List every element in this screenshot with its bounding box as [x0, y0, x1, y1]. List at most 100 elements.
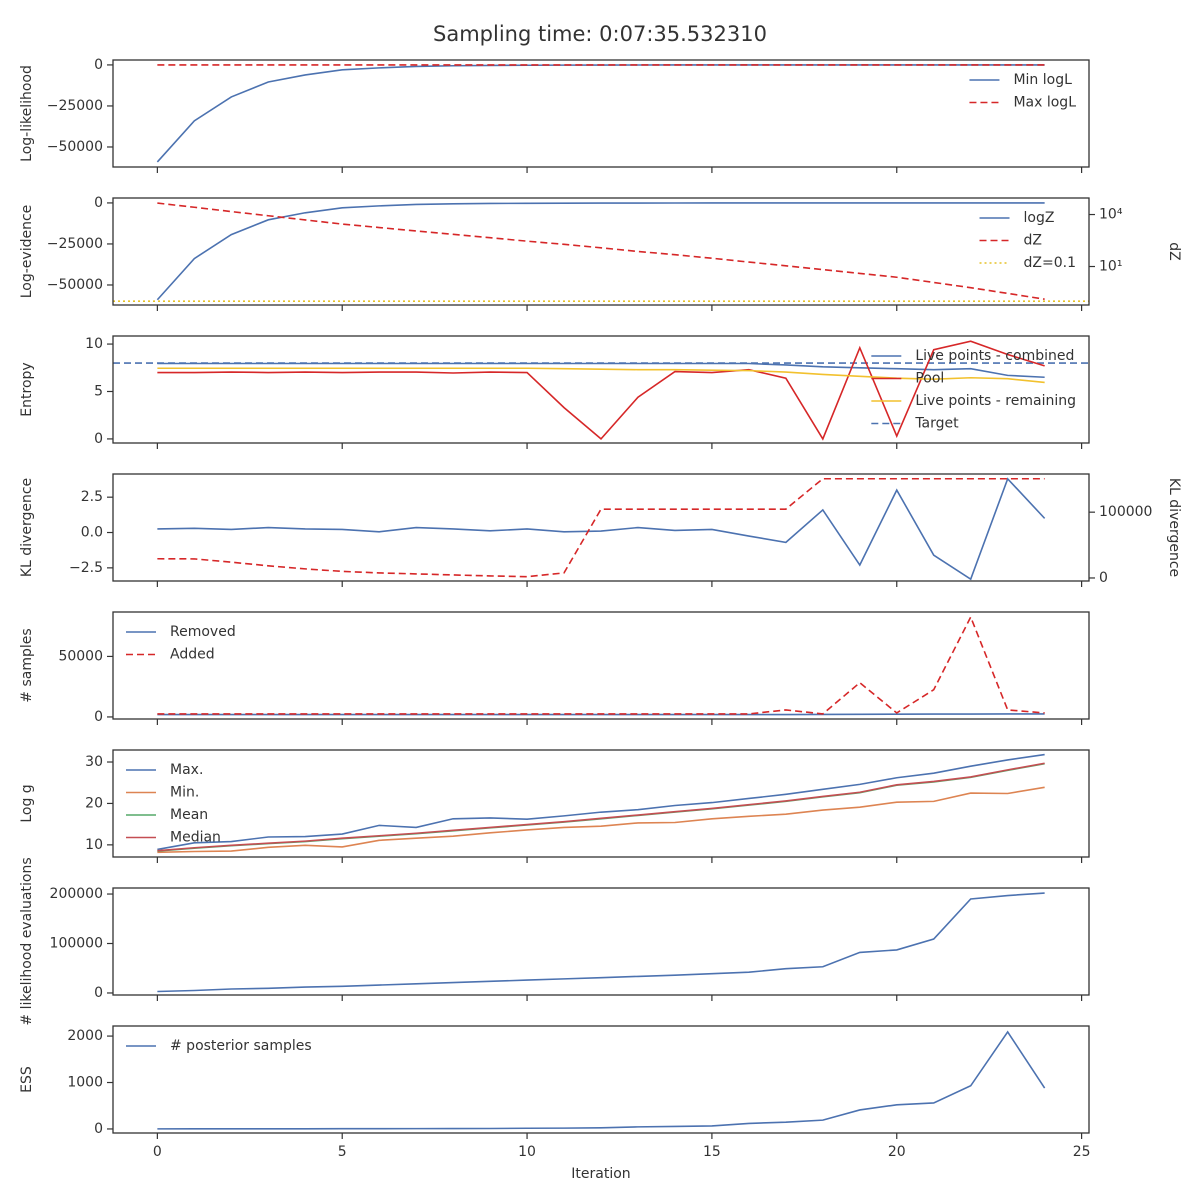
x-tick-label: 20: [888, 1144, 906, 1160]
y-axis-label: Log-likelihood: [19, 65, 35, 162]
y2-tick-label: 0: [1099, 570, 1108, 586]
legend-label: Live points - combined: [915, 348, 1074, 364]
plot-area: [157, 615, 1045, 716]
panel: −2.5 0.0 2.5 0 100000 KL divergence KL diverge…: [19, 473, 1182, 587]
plot-area: [157, 892, 1045, 993]
series-line: [157, 477, 1045, 578]
y-tick-label: 0: [94, 195, 103, 211]
legend: Max. Min. Mean Median: [126, 762, 221, 846]
y-axis-label: Log-evidence: [19, 205, 35, 299]
y-tick-label: 0: [94, 985, 103, 1001]
y2-axis-label: KL divergence: [1166, 478, 1182, 577]
axes-frame: [112, 1025, 1090, 1134]
y-tick-label: −25000: [47, 98, 103, 114]
x-tick-label: 0: [153, 1144, 162, 1160]
y-tick-label: −50000: [47, 277, 103, 293]
y-tick-label: 0.0: [81, 525, 103, 541]
panel: 0 100000 200000 # likelihood evaluations: [19, 857, 1090, 1026]
plot-area: [113, 340, 1089, 441]
legend-label: logZ: [1024, 210, 1055, 226]
axes-frame: [112, 887, 1090, 996]
series-line: [157, 762, 1045, 852]
series-line: [157, 753, 1045, 851]
x-tick-label: 15: [703, 1144, 721, 1160]
series-line: [157, 367, 1045, 384]
series-line: [156, 64, 1045, 163]
panel: −50000 −25000 0 Log-likelihood Min logL Max l…: [19, 57, 1090, 173]
legend-label: Added: [170, 647, 215, 663]
legend-label: Max.: [170, 762, 203, 778]
panel: 10 20 30 Log g Max. Min. Mean Median: [19, 749, 1090, 863]
series-line: [157, 362, 1045, 379]
axes-frame: [112, 335, 1090, 444]
y-tick-label: 50000: [58, 648, 103, 664]
y2-tick-label: 10⁴: [1099, 207, 1123, 223]
y-tick-label: −2.5: [69, 560, 103, 576]
legend: Live points - combined Pool Live points - …: [871, 348, 1076, 432]
plot-area: [156, 64, 1045, 163]
series-line: [157, 202, 1045, 300]
y-tick-label: −50000: [47, 139, 103, 155]
plot-area: [157, 753, 1045, 854]
legend-label: Mean: [170, 807, 208, 823]
axes-frame: [112, 59, 1090, 168]
legend-label: Target: [914, 416, 959, 432]
legend-label: Median: [170, 830, 221, 846]
y-axis-label: Entropy: [19, 362, 35, 416]
legend-label: Min.: [170, 785, 199, 801]
y-tick-label: 5: [94, 383, 103, 399]
plot-area: [157, 1030, 1046, 1130]
axes-frame: [112, 749, 1090, 858]
y-tick-label: 0: [94, 1121, 103, 1137]
legend: Removed Added: [126, 624, 236, 663]
y-tick-label: 30: [85, 754, 103, 770]
panel: 0 5 10 15 20 25 Iteration 0 1000 2000 ESS # posteri…: [19, 1025, 1091, 1182]
legend-label: dZ: [1024, 233, 1042, 249]
legend: Min logL Max logL: [969, 72, 1076, 111]
series-line: [157, 477, 1046, 581]
y2-tick-label: 100000: [1099, 504, 1152, 520]
y-tick-label: 200000: [50, 886, 103, 902]
y-tick-label: 0: [94, 709, 103, 725]
panel: 0 50000 # samples Removed Added: [19, 611, 1090, 725]
y-tick-label: 10: [85, 837, 103, 853]
y-tick-label: 100000: [50, 936, 103, 952]
y-tick-label: −25000: [47, 236, 103, 252]
x-tick-label: 10: [518, 1144, 536, 1160]
y-tick-label: 10: [85, 336, 103, 352]
y2-axis-label: dZ: [1166, 242, 1182, 260]
legend-label: Max logL: [1013, 95, 1076, 111]
figure-title: Sampling time: 0:07:35.532310: [433, 22, 767, 46]
legend-label: dZ=0.1: [1024, 255, 1076, 271]
y-tick-label: 0: [94, 57, 103, 73]
axes-frame: [112, 197, 1090, 306]
series-line: [157, 340, 1045, 441]
legend-label: Removed: [170, 624, 236, 640]
series-line: [156, 202, 1045, 301]
series-line: [157, 762, 1045, 852]
panel: −50000 −25000 0 10¹ 10⁴ Log-evidence dZ logZ dZ d…: [19, 195, 1182, 311]
series-line: [157, 892, 1045, 993]
legend-label: Min logL: [1013, 72, 1072, 88]
legend-label: Pool: [915, 371, 944, 387]
legend-label: # posterior samples: [170, 1038, 312, 1054]
plot-area: [113, 202, 1089, 302]
axes-frame: [112, 611, 1090, 720]
legend: logZ dZ dZ=0.1: [979, 210, 1076, 271]
series-line: [157, 1030, 1046, 1130]
y-tick-label: 2.5: [81, 489, 103, 505]
plot-area: [157, 477, 1046, 581]
legend: # posterior samples: [126, 1038, 312, 1054]
y-axis-label: # likelihood evaluations: [19, 857, 35, 1025]
axes-frame: [112, 473, 1090, 582]
y-tick-label: 1000: [67, 1075, 103, 1091]
y-axis-label: KL divergence: [19, 478, 35, 577]
x-tick-label: 5: [338, 1144, 347, 1160]
y-axis-label: ESS: [19, 1066, 35, 1093]
y-tick-label: 0: [94, 431, 103, 447]
series-line: [157, 786, 1045, 854]
y2-tick-label: 10¹: [1099, 259, 1122, 275]
